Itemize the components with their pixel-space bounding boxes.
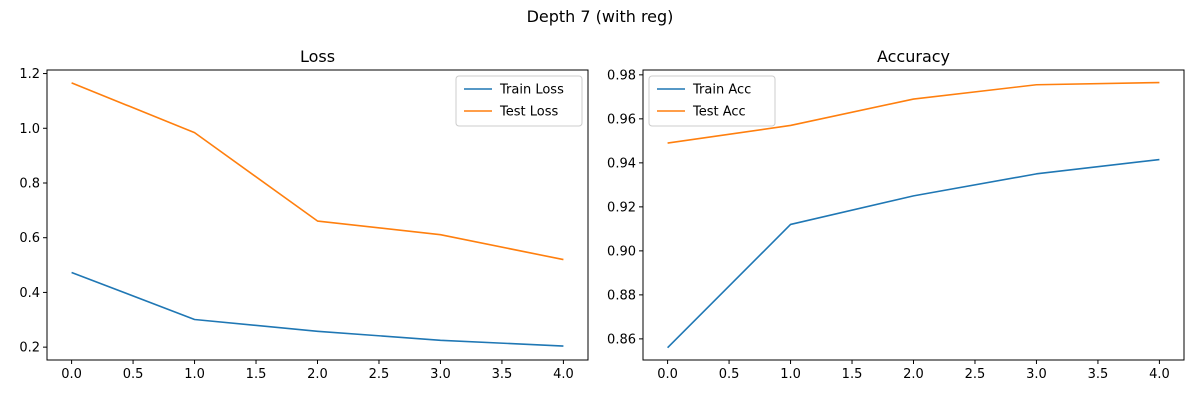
loss-chart-title: Loss [300,47,335,66]
accuracy-chart: Accuracy 0.0 0.5 1.0 1.5 2.0 2.5 3.0 3.5 4.0 0.86… [607,47,1185,382]
accuracy-x-tick-label: 3.0 [1026,367,1047,382]
accuracy-y-tick-label: 0.86 [607,332,636,347]
accuracy-y-tick-label: 0.92 [607,200,636,215]
accuracy-chart-title: Accuracy [877,47,950,66]
loss-legend: Train Loss Test Loss [455,75,583,127]
loss-x-tick-label: 1.0 [184,367,205,382]
accuracy-series-line-test [667,81,1160,144]
accuracy-y-tick-label: 0.98 [607,68,636,83]
accuracy-legend-label-test: Test Acc [692,105,746,120]
accuracy-x-tick-label: 4.0 [1149,367,1170,382]
accuracy-x-tick-label: 0.5 [719,367,740,382]
loss-y-tick-label: 0.4 [19,286,40,301]
loss-x-tick-label: 0.5 [123,367,144,382]
loss-legend-label-test: Test Loss [499,105,558,120]
accuracy-x-tick-label: 0.0 [657,367,678,382]
loss-y-tick-label: 0.2 [19,341,40,356]
loss-x-tick-label: 3.0 [430,367,451,382]
loss-x-tick-label: 1.5 [246,367,267,382]
accuracy-legend-label-train: Train Acc [692,83,751,98]
accuracy-y-tick-label: 0.90 [607,244,636,259]
accuracy-y-tick-label: 0.94 [607,156,636,171]
accuracy-x-tick-label: 2.5 [965,367,986,382]
accuracy-x-tick-label: 2.0 [903,367,924,382]
accuracy-y-tick-label: 0.88 [607,288,636,303]
accuracy-x-tick-label: 1.0 [780,367,801,382]
loss-x-tick-label: 4.0 [553,367,574,382]
accuracy-x-tick-label: 3.5 [1088,367,1109,382]
loss-x-tick-label: 0.0 [61,367,82,382]
loss-y-tick-label: 0.6 [19,231,40,246]
loss-chart: Loss 0.0 0.5 1.0 1.5 2.0 2.5 3.0 3.5 4.0 0.2 0.4 0.… [19,47,589,382]
loss-x-tick-label: 3.5 [492,367,513,382]
accuracy-legend: Train Acc Test Acc [648,75,776,127]
loss-y-tick-label: 0.8 [19,176,40,191]
loss-y-tick-label: 1.2 [19,67,40,82]
accuracy-series-line-train [667,158,1160,349]
accuracy-y-tick-label: 0.96 [607,112,636,127]
loss-series-line-train [71,271,564,347]
loss-x-tick-label: 2.5 [369,367,390,382]
loss-y-tick-label: 1.0 [19,122,40,137]
loss-series-line-test [71,82,564,261]
loss-x-tick-label: 2.0 [307,367,328,382]
loss-legend-label-train: Train Loss [499,83,564,98]
figure-suptitle: Depth 7 (with reg) [527,7,674,26]
accuracy-x-tick-label: 1.5 [842,367,863,382]
